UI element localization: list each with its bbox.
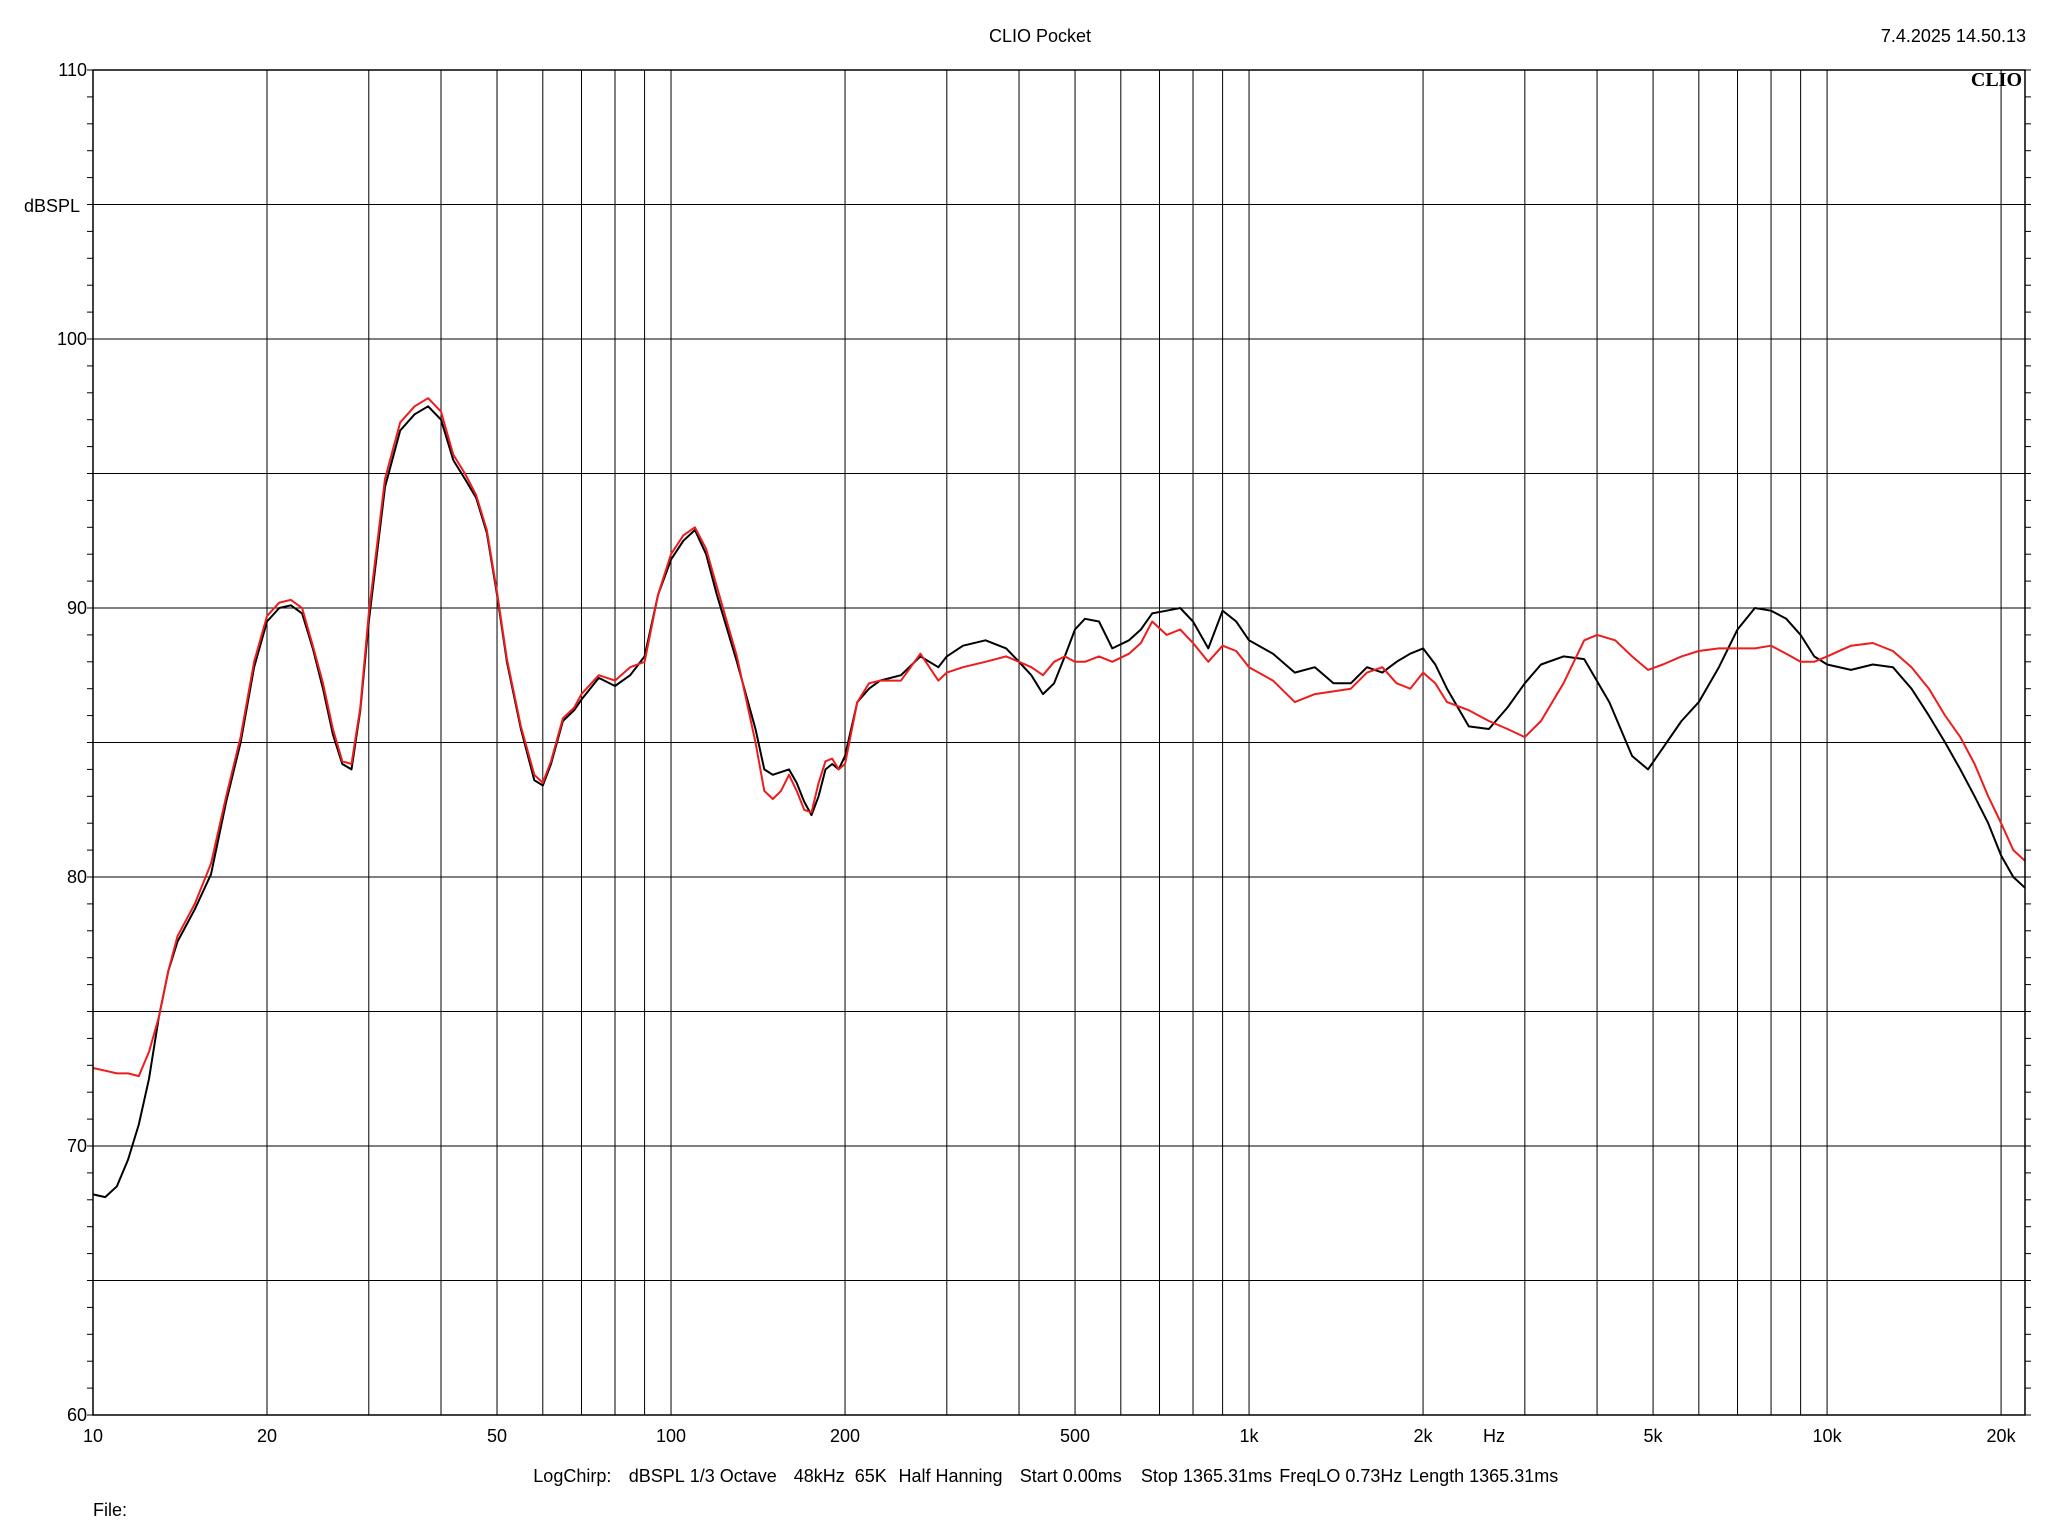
setting-item: Stop 1365.31ms: [1141, 1466, 1272, 1486]
y-tick-label: 110: [58, 60, 87, 80]
setting-item: LogChirp:: [533, 1466, 611, 1486]
measurement-settings: LogChirp: dBSPL 1/3 Octave 48kHz 65K Half Han…: [533, 1466, 1558, 1486]
x-tick-label: 50: [487, 1426, 507, 1446]
x-axis-unit: Hz: [1483, 1426, 1505, 1446]
setting-item: dBSPL: [629, 1466, 685, 1486]
x-tick-label: 2k: [1414, 1426, 1434, 1446]
x-tick-label: 10k: [1813, 1426, 1843, 1446]
timestamp: 7.4.2025 14.50.13: [1881, 26, 2026, 46]
clio-logo-text: CLIO: [1971, 69, 2022, 91]
x-tick-label: 20k: [1987, 1426, 2017, 1446]
x-tick-label: 10: [83, 1426, 103, 1446]
x-tick-label: 20: [257, 1426, 277, 1446]
series-line-2: [92, 397, 2026, 1078]
setting-item: FreqLO 0.73Hz: [1279, 1466, 1402, 1486]
setting-item: 1/3 Octave: [690, 1466, 777, 1486]
x-tick-label: 200: [830, 1426, 860, 1446]
plot-frame: [92, 69, 2026, 1416]
x-tick-label: 5k: [1644, 1426, 1664, 1446]
y-tick-label: 90: [67, 598, 87, 618]
chart-title: CLIO Pocket: [989, 26, 1091, 46]
axis-labels: 10 20 50 100 200 500 1k 2k 5k 10k 20k 60 70 80 90 100 11…: [57, 60, 2017, 1446]
y-tick-label: 60: [67, 1405, 87, 1425]
setting-item: Half Hanning: [899, 1466, 1003, 1486]
plot-grid: [87, 69, 2031, 1416]
setting-item: Length 1365.31ms: [1409, 1466, 1558, 1486]
y-tick-label: 70: [67, 1136, 87, 1156]
y-tick-label: 100: [57, 329, 87, 349]
x-tick-label: 500: [1060, 1426, 1090, 1446]
setting-item: 65K: [855, 1466, 887, 1486]
y-tick-label: 80: [67, 867, 87, 887]
x-tick-label: 1k: [1240, 1426, 1260, 1446]
y-axis-label: dBSPL: [24, 196, 80, 216]
x-tick-label: 100: [656, 1426, 686, 1446]
setting-item: Start 0.00ms: [1020, 1466, 1122, 1486]
series-lines: [92, 397, 2026, 1199]
setting-item: 48kHz: [794, 1466, 845, 1486]
file-label: File:: [93, 1500, 127, 1520]
series-line-1: [92, 405, 2026, 1199]
